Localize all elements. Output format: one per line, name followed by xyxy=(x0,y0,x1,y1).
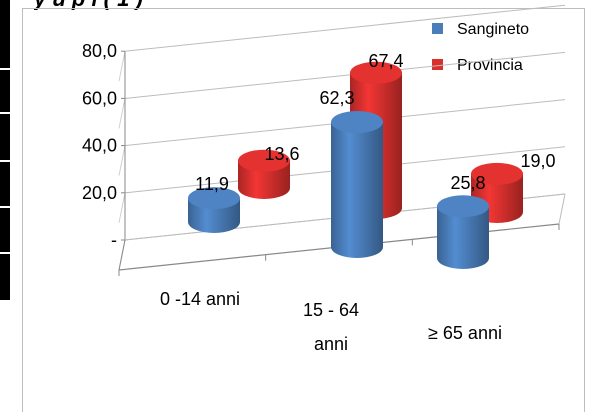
floor-left-edge xyxy=(118,239,126,271)
x-category-label: anni xyxy=(314,334,348,354)
floor-right-edge xyxy=(558,193,566,225)
bar-sangineto xyxy=(331,122,383,258)
y-tick-label: - xyxy=(111,230,117,250)
data-label: 19,0 xyxy=(520,151,555,171)
y-tick-label: 60,0 xyxy=(82,88,117,108)
side-gridline xyxy=(118,192,126,223)
data-label: 11,9 xyxy=(195,174,229,194)
data-label: 13,6 xyxy=(264,144,299,164)
bar-provincia-top xyxy=(350,61,402,84)
side-gridline xyxy=(118,98,126,129)
border-tick xyxy=(0,206,10,208)
x-category-label: 15 - 64 xyxy=(303,300,359,320)
side-gridline xyxy=(118,51,126,82)
data-label: 67,4 xyxy=(368,51,403,71)
bar-provincia-top xyxy=(471,162,523,185)
bar-sangineto-top xyxy=(437,195,489,218)
legend-swatch-provincia xyxy=(432,59,443,70)
gridline xyxy=(124,51,566,99)
legend-item-sangineto: Sangineto xyxy=(432,20,529,40)
bar-sangineto xyxy=(437,206,489,269)
bar-provincia-top xyxy=(238,149,290,172)
data-label: 62,3 xyxy=(319,88,354,108)
y-tick-label: 20,0 xyxy=(82,183,117,203)
bar-sangineto-top xyxy=(188,187,240,210)
legend-label-sangineto: Sangineto xyxy=(457,21,530,38)
left-border-bar xyxy=(0,0,10,300)
bar-provincia xyxy=(238,160,290,199)
border-tick xyxy=(0,68,10,70)
border-tick xyxy=(0,112,10,114)
bar-sangineto-top xyxy=(331,111,383,134)
border-tick xyxy=(0,252,10,254)
gridline xyxy=(124,4,566,52)
legend-item-provincia: Provincia xyxy=(432,56,523,76)
x-category-label: ≥ 65 anni xyxy=(428,323,502,343)
data-label: 25,8 xyxy=(450,173,485,193)
chart-frame xyxy=(22,8,585,412)
legend-swatch-sangineto xyxy=(432,23,443,34)
side-gridline xyxy=(118,145,126,176)
border-tick xyxy=(0,160,10,162)
y-tick-label: 80,0 xyxy=(82,41,117,61)
y-tick-label: 40,0 xyxy=(82,136,117,156)
legend-label-provincia: Provincia xyxy=(457,57,523,74)
cropped-title-text: y u p l ( 1 ) xyxy=(34,0,592,10)
x-category-label: 0 -14 anni xyxy=(160,289,240,309)
